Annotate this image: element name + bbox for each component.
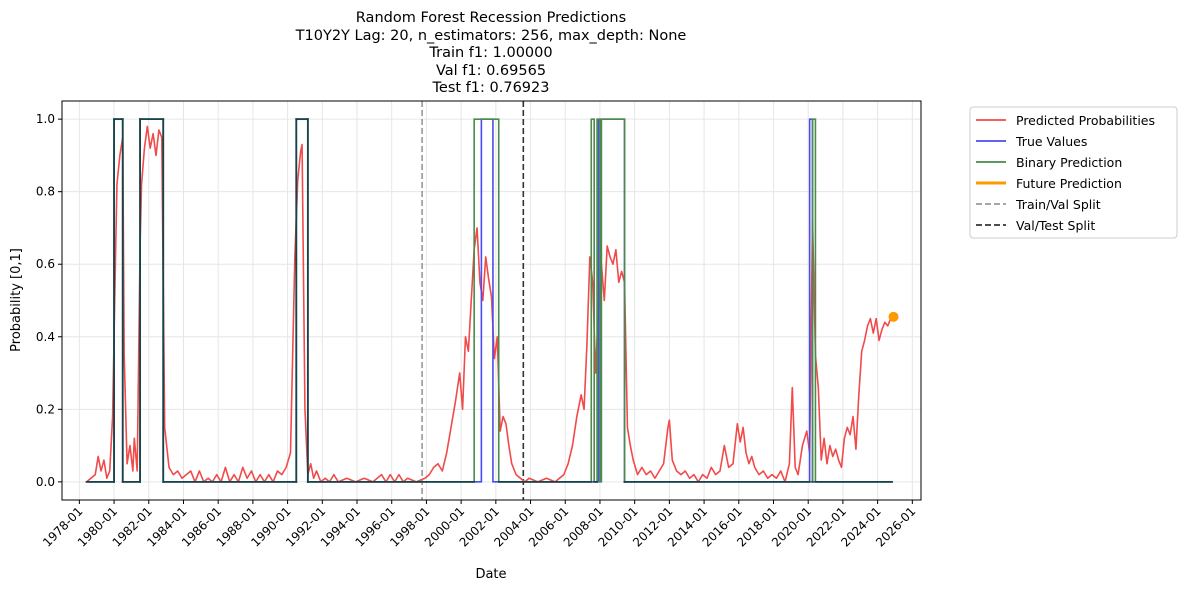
binary-prediction-line [86,118,893,483]
legend-label: Predicted Probabilities [1016,113,1155,128]
title-line-5: Test f1: 0.76923 [432,80,550,96]
y-tick-label: 0.6 [36,257,55,271]
title-line-4: Val f1: 0.69565 [436,63,546,79]
legend-label: Future Prediction [1016,176,1122,191]
y-axis-label: Probability [0,1] [9,248,24,352]
legend: Predicted Probabilities True Values Binary… [969,106,1178,239]
future-prediction-marker [888,311,899,322]
legend-label: True Values [1015,134,1087,149]
title-line-3: Train f1: 1.00000 [428,45,552,61]
axes-frame [61,100,922,501]
y-tick-label: 0.0 [36,475,55,489]
y-tick-label: 0.8 [36,185,55,199]
x-axis-ticks: 1978-011980-011982-011984-011986-011988-… [40,500,918,550]
y-tick-label: 0.2 [36,402,55,416]
x-axis-label: Date [475,567,506,582]
predicted-probabilities-line [86,125,892,483]
legend-label: Val/Test Split [1016,218,1095,233]
plot-area [85,101,899,500]
y-axis-ticks: 0.0 0.2 0.4 0.6 0.8 1.0 [36,112,62,489]
title-line-1: Random Forest Recession Predictions [356,10,626,26]
legend-label: Binary Prediction [1016,155,1122,170]
title-line-2: T10Y2Y Lag: 20, n_estimators: 256, max_d… [295,28,687,44]
true-values-line [86,118,893,483]
y-tick-label: 0.4 [36,330,55,344]
chart-title: Random Forest Recession Predictions T10Y… [295,10,687,96]
legend-label: Train/Val Split [1015,197,1101,212]
legend-box [969,106,1178,239]
y-tick-label: 1.0 [36,112,55,126]
